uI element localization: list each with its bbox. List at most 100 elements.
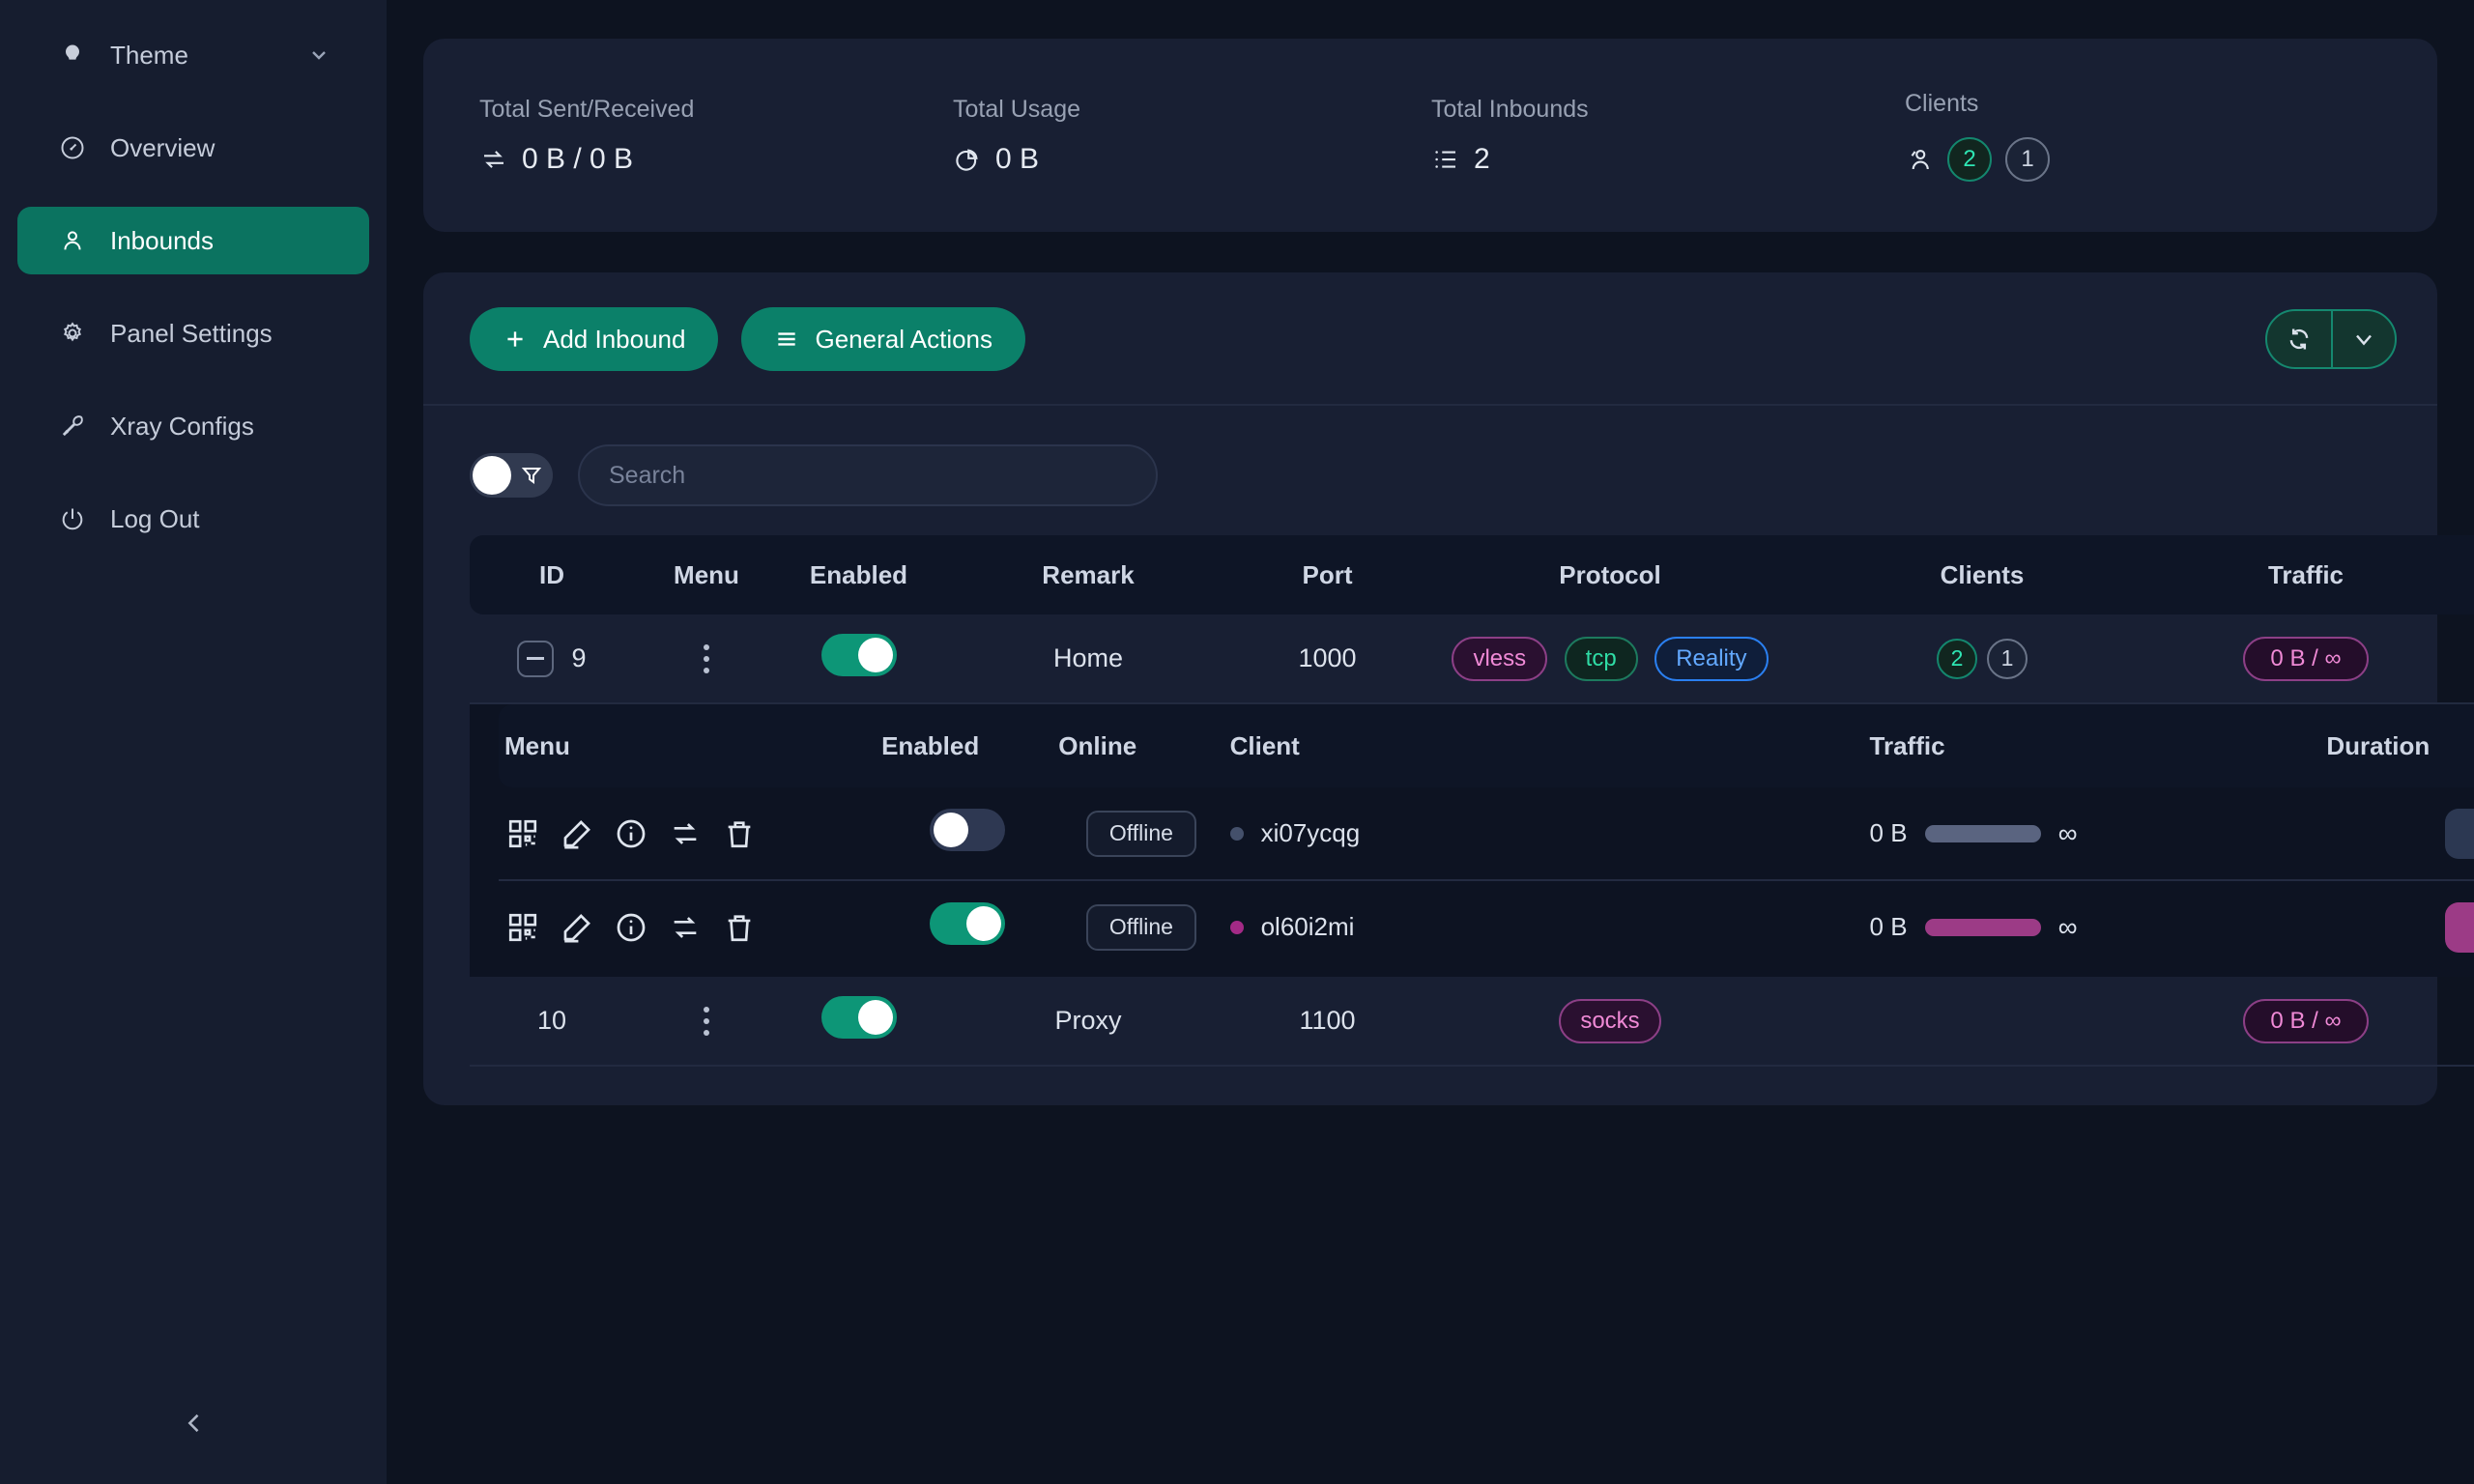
kebab-icon[interactable] <box>634 1006 779 1036</box>
table-header-row: ID Menu Enabled Remark Port Protocol Cli… <box>470 535 2474 614</box>
col-protocol[interactable]: Protocol <box>1417 535 1803 614</box>
cell-menu <box>634 614 779 704</box>
col-menu[interactable]: Menu <box>634 535 779 614</box>
client-traffic-wrap: 0 B ∞ <box>1870 912 2321 943</box>
refresh-options-button[interactable] <box>2331 311 2395 367</box>
cell-protocol: socks <box>1417 977 1803 1067</box>
cell-menu <box>634 977 779 1067</box>
qr-code-icon[interactable] <box>504 815 541 852</box>
sidebar-item-label: Overview <box>110 132 216 162</box>
qr-code-icon[interactable] <box>504 909 541 946</box>
sidebar-item-xray-configs[interactable]: Xray Configs <box>17 392 369 460</box>
protocol-tag: vless <box>1452 636 1548 681</box>
client-menu-cell <box>499 787 876 880</box>
toggle-knob <box>473 456 511 495</box>
client-row[interactable]: Offline ol60i2mi <box>499 879 2474 973</box>
status-badge: Offline <box>1085 810 1196 857</box>
delete-icon[interactable] <box>721 909 758 946</box>
row-enabled-toggle[interactable] <box>820 996 897 1039</box>
add-inbound-button[interactable]: Add Inbound <box>470 307 719 371</box>
cell-traffic: 0 B / ∞ <box>2161 977 2451 1067</box>
filter-toggle[interactable] <box>470 453 553 498</box>
table-row-expanded: Menu Enabled Online Client Traffic Durat… <box>470 703 2474 977</box>
subcol-menu: Menu <box>499 704 877 787</box>
inbounds-panel: Add Inbound General Actions <box>423 272 2474 1105</box>
users-icon <box>1911 149 1929 169</box>
traffic-bar <box>1924 824 2041 842</box>
client-name: xi07ycqg <box>1260 818 1361 847</box>
col-remark[interactable]: Remark <box>938 535 1238 614</box>
client-traffic-cell: 0 B ∞ <box>1864 787 2321 880</box>
edit-icon[interactable] <box>559 909 595 946</box>
subcol-traffic: Traffic <box>1863 704 2321 787</box>
subcol-online: Online <box>1052 704 1224 787</box>
sidebar-item-label: Panel Settings <box>110 318 273 348</box>
duration-badge: ∞ <box>2444 808 2474 859</box>
sidebar-item-panel-settings[interactable]: Panel Settings <box>17 300 369 367</box>
table-head: ID Menu Enabled Remark Port Protocol Cli… <box>470 535 2474 614</box>
wrench-icon <box>58 412 87 441</box>
sidebar-item-overview[interactable]: Overview <box>17 114 369 182</box>
refresh-group <box>2265 309 2397 369</box>
delete-icon[interactable] <box>721 815 758 852</box>
col-clients[interactable]: Clients <box>1803 535 2161 614</box>
cell-enabled <box>779 977 938 1067</box>
cell-enabled <box>779 614 938 704</box>
refresh-button[interactable] <box>2267 311 2331 367</box>
row-enabled-toggle[interactable] <box>820 634 897 676</box>
id-cell: 9 <box>470 640 634 677</box>
sidebar-item-label: Inbounds <box>110 225 214 255</box>
kebab-icon[interactable] <box>634 643 779 673</box>
col-traffic[interactable]: Traffic <box>2161 535 2451 614</box>
info-icon[interactable] <box>613 909 649 946</box>
nav-gap <box>0 367 387 392</box>
nav-gap <box>0 274 387 300</box>
sidebar-item-theme[interactable]: Theme <box>17 21 369 89</box>
clients-badges: 2 1 <box>1803 638 2161 679</box>
search-input[interactable] <box>578 444 1158 506</box>
duration-badge: ∞ <box>2444 901 2474 953</box>
info-icon[interactable] <box>613 815 649 852</box>
client-name-cell: ol60i2mi <box>1223 879 1864 973</box>
client-dot-icon <box>1229 826 1244 841</box>
minus-icon[interactable] <box>517 640 555 677</box>
subcol-client: Client <box>1223 704 1864 787</box>
col-id[interactable]: ID <box>470 535 634 614</box>
cell-remark: Home <box>938 614 1238 704</box>
pie-chart-icon <box>956 148 978 171</box>
general-actions-button[interactable]: General Actions <box>741 307 1026 371</box>
refresh-icon <box>2289 328 2309 350</box>
client-enabled-toggle[interactable] <box>929 902 1005 945</box>
col-port[interactable]: Port <box>1238 535 1417 614</box>
client-online-cell: Offline <box>1052 879 1224 973</box>
power-icon <box>58 504 87 533</box>
client-row[interactable]: Offline xi07ycqg <box>499 787 2474 880</box>
sidebar-item-label: Xray Configs <box>110 411 254 441</box>
stat-label: Clients <box>1905 89 1979 117</box>
col-enabled[interactable]: Enabled <box>779 535 938 614</box>
col-duration[interactable]: Duration <box>2451 535 2474 614</box>
reset-icon[interactable] <box>667 909 704 946</box>
nav-gap <box>0 460 387 485</box>
traffic-used: 0 B <box>1869 912 1908 941</box>
sidebar-collapse-button[interactable] <box>172 1401 216 1445</box>
clients-online-badge: 2 <box>1947 136 1992 182</box>
edit-icon[interactable] <box>559 815 595 852</box>
client-traffic-wrap: 0 B ∞ <box>1870 818 2321 849</box>
cell-clients <box>1803 977 2161 1067</box>
table-row[interactable]: 9 Home 1000 vless tcp <box>470 614 2474 704</box>
row-id: 10 <box>536 1006 567 1035</box>
reset-icon[interactable] <box>667 815 704 852</box>
chevron-down-icon[interactable] <box>307 43 331 67</box>
row-id: 9 <box>571 643 587 672</box>
stat-value: 2 <box>1474 142 1490 175</box>
client-actions <box>504 815 876 852</box>
sidebar: Theme Overview Inbounds Panel Settings <box>0 0 387 1484</box>
list-icon <box>1435 150 1455 168</box>
sidebar-item-log-out[interactable]: Log Out <box>17 485 369 553</box>
sidebar-item-inbounds[interactable]: Inbounds <box>17 207 369 274</box>
traffic-limit: ∞ <box>2057 911 2078 942</box>
client-enabled-toggle[interactable] <box>929 809 1005 851</box>
table-row[interactable]: 10 Proxy 1100 socks <box>470 977 2474 1067</box>
